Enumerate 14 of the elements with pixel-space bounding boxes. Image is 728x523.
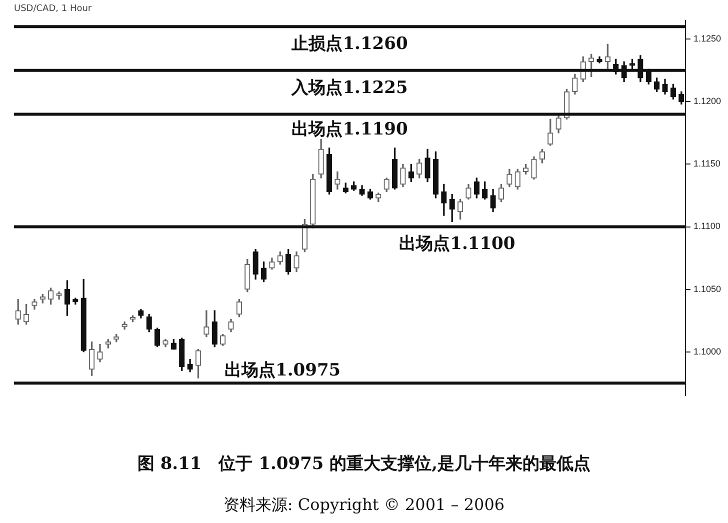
y-tick-label: 1.1100 [693,221,720,232]
y-tick-label: 1.1200 [693,96,722,106]
y-tick-label: 1.1150 [693,158,720,169]
y-tick-label: 1.1250 [693,34,722,44]
text: 资料来源: Copyright © 2001 – 2006 [222,495,506,516]
chart-subtitle: USD/CAD, 1 Hour [14,4,92,14]
y-tick-label: 1.1000 [693,346,722,356]
ref-line-label: 止损点1.1260 [290,34,408,54]
ref-line-label: 出场点1.1190 [292,120,408,140]
y-tick-label: 1.1050 [693,284,722,294]
text: 图 8.11 位于 1.0975 的重大支撑位,是几十年来的最低点 [136,453,592,475]
ref-line-label: 出场点1.1100 [399,234,516,254]
ref-line-label: 出场点1.0975 [224,360,341,381]
ref-line-label: 入场点1.1225 [290,78,408,98]
